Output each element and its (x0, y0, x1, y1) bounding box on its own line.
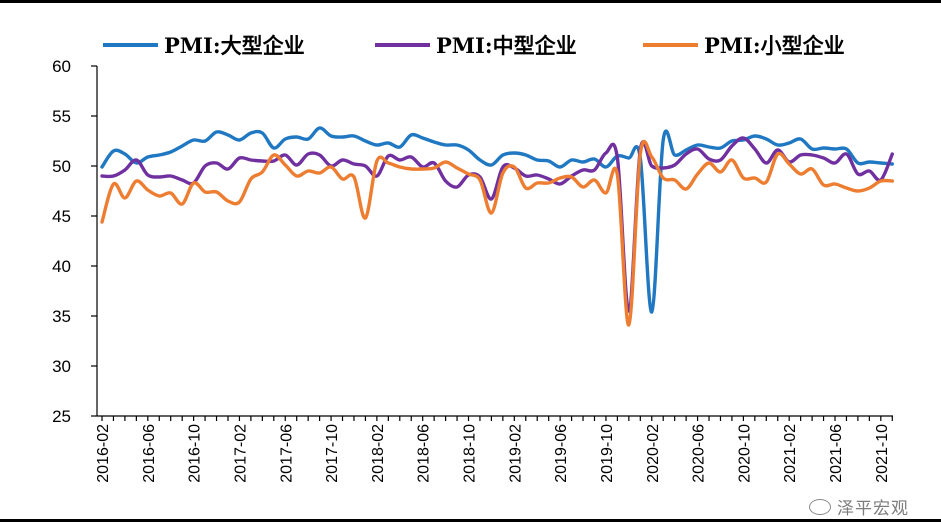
x-tick-label: 2019-06 (553, 424, 570, 483)
y-tick-label: 60 (52, 57, 71, 76)
y-tick-label: 55 (52, 107, 71, 126)
x-tick-label: 2017-06 (278, 424, 295, 483)
axes (96, 66, 893, 417)
watermark: 泽平宏观 (809, 494, 909, 519)
y-tick-label: 35 (52, 307, 71, 326)
legend-label: PMI:小型企业 (704, 33, 845, 58)
x-tick-label: 2017-02 (232, 424, 249, 483)
legend-item-large: PMI:大型企业 (103, 33, 305, 58)
x-tick-label: 2016-06 (141, 424, 158, 483)
legend-item-small: PMI:小型企业 (643, 33, 845, 58)
x-tick-label: 2018-02 (370, 424, 387, 483)
y-tick-label: 50 (52, 157, 71, 176)
legend-label: PMI:中型企业 (436, 33, 577, 58)
x-tick-label: 2017-10 (324, 424, 341, 483)
x-tick-label: 2021-02 (782, 424, 799, 483)
x-tick-label: 2019-10 (599, 424, 616, 483)
x-tick-label: 2020-02 (645, 424, 662, 483)
y-axis-ticks: 25 30 35 40 45 50 55 60 (52, 57, 97, 426)
y-tick-label: 25 (52, 407, 71, 426)
x-tick-label: 2016-10 (187, 424, 204, 483)
x-tick-label: 2019-02 (507, 424, 524, 483)
series-medium-enterprise-line (100, 136, 894, 313)
legend-item-medium: PMI:中型企业 (375, 33, 577, 58)
x-tick-label: 2018-06 (416, 424, 433, 483)
y-tick-label: 45 (52, 207, 71, 226)
x-tick-label: 2021-10 (874, 424, 891, 483)
x-tick-label: 2016-02 (95, 424, 112, 483)
x-tick-label: 2020-10 (736, 424, 753, 483)
series-large-enterprise-line (100, 126, 894, 314)
y-tick-label: 30 (52, 357, 71, 376)
legend: PMI:大型企业 PMI:中型企业 PMI:小型企业 (103, 33, 845, 58)
x-tick-label: 2021-06 (828, 424, 845, 483)
series-lines (100, 126, 894, 327)
x-tick-label: 2018-10 (462, 424, 479, 483)
watermark-text: 泽平宏观 (837, 499, 909, 518)
x-tick-label: 2020-06 (691, 424, 708, 483)
series-small-enterprise-line (100, 139, 894, 327)
y-tick-label: 40 (52, 257, 71, 276)
legend-label: PMI:大型企业 (164, 33, 305, 58)
wechat-icon (809, 498, 831, 515)
x-axis-ticks: 2016-02 2016-06 2016-10 2017-02 2017-06 2017-… (95, 416, 893, 483)
